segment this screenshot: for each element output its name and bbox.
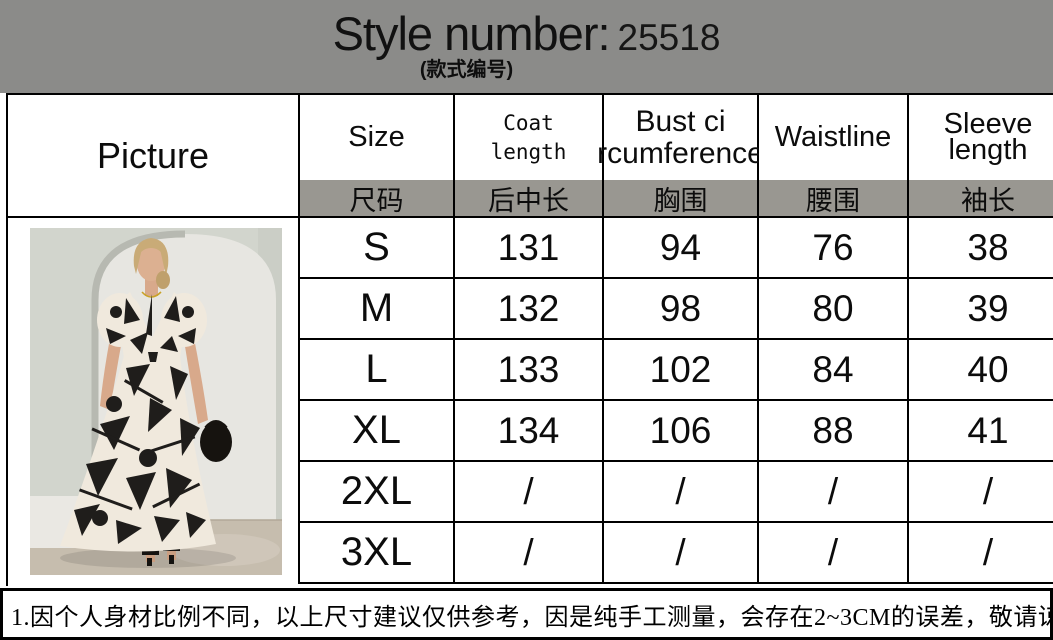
size-cell: XL: [300, 401, 455, 462]
column-header-sleeve-zh: 袖长: [909, 180, 1053, 218]
bust-cell: 102: [604, 340, 759, 401]
coat-length-cell: 132: [455, 279, 604, 340]
bust-cell: 106: [604, 401, 759, 462]
size-cell: L: [300, 340, 455, 401]
style-number-value: 25518: [617, 17, 721, 58]
bust-cell: 94: [604, 218, 759, 279]
sleeve-cell: 39: [909, 279, 1053, 340]
bust-cell: /: [604, 462, 759, 523]
waist-cell: 84: [759, 340, 909, 401]
sleeve-cell: 38: [909, 218, 1053, 279]
column-header-coat-length-zh: 后中长: [455, 180, 604, 218]
size-cell: M: [300, 279, 455, 340]
waist-cell: /: [759, 462, 909, 523]
measurement-disclaimer-note: 1.因个人身材比例不同，以上尺寸建议仅供参考，因是纯手工测量，会存在2~3CM的…: [0, 588, 1053, 640]
title-block: Style number: 25518 (款式编号): [0, 0, 1053, 93]
style-number-chinese-label: (款式编号): [419, 59, 514, 81]
size-cell: 2XL: [300, 462, 455, 523]
bust-cell: /: [604, 523, 759, 584]
sleeve-cell: /: [909, 523, 1053, 584]
size-cell: 3XL: [300, 523, 455, 584]
sleeve-cell: 40: [909, 340, 1053, 401]
coat-length-cell: /: [455, 523, 604, 584]
coat-length-cell: 133: [455, 340, 604, 401]
column-header-bust-circumference: Bust ci rcumference: [597, 95, 764, 180]
column-header-waist-zh: 腰围: [759, 180, 909, 218]
column-header-size-zh: 尺码: [300, 180, 455, 218]
column-header-waistline: Waistline: [759, 95, 909, 180]
size-cell: S: [300, 218, 455, 279]
bust-cell: 98: [604, 279, 759, 340]
sleeve-cell: /: [909, 462, 1053, 523]
style-number-label: Style number:: [332, 7, 611, 60]
picture-column-header: Picture: [8, 95, 300, 218]
waist-cell: 76: [759, 218, 909, 279]
coat-length-cell: 134: [455, 401, 604, 462]
coat-length-cell: /: [455, 462, 604, 523]
title-banner: [0, 0, 1053, 93]
column-header-bust-zh: 胸围: [604, 180, 759, 218]
column-header-coat-length: Coat length: [455, 95, 604, 180]
column-header-sleeve-length: Sleeve length: [909, 95, 1053, 180]
size-chart-table: Picture Size Coat length Bust ci rcumfer…: [6, 93, 1053, 586]
sleeve-cell: 41: [909, 401, 1053, 462]
column-header-size: Size: [300, 95, 455, 180]
waist-cell: 88: [759, 401, 909, 462]
coat-length-cell: 131: [455, 218, 604, 279]
waist-cell: 80: [759, 279, 909, 340]
waist-cell: /: [759, 523, 909, 584]
dress-model-illustration: [30, 228, 282, 575]
product-photo-cell: [8, 218, 300, 584]
product-photo: [30, 228, 282, 575]
